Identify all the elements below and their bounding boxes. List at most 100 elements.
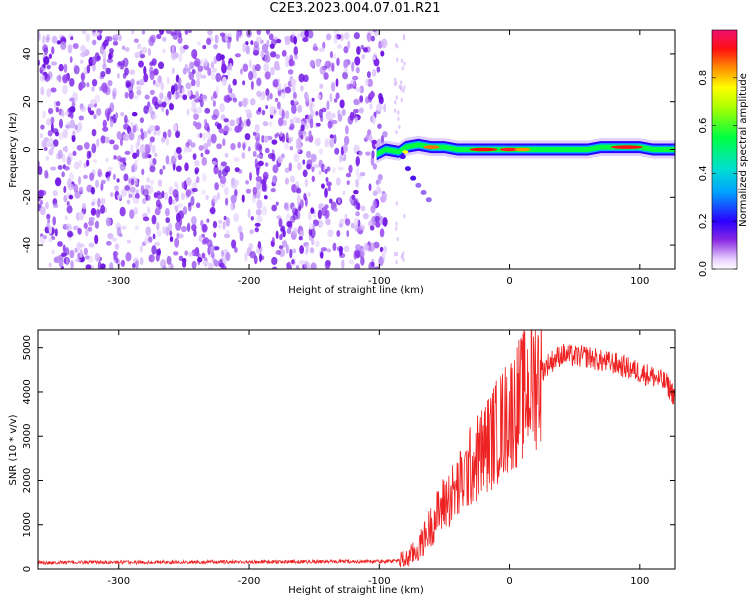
noise-speckle: [307, 211, 312, 221]
noise-speckle: [107, 232, 114, 240]
noise-speckle: [78, 82, 83, 91]
noise-speckle: [88, 220, 95, 226]
noise-speckle: [403, 61, 406, 66]
noise-speckle: [120, 111, 125, 117]
noise-speckle: [64, 215, 68, 221]
noise-speckle: [241, 152, 246, 159]
noise-speckle: [317, 209, 322, 220]
noise-speckle: [186, 89, 192, 97]
noise-speckle: [401, 253, 404, 259]
noise-speckle: [293, 46, 299, 56]
noise-speckle: [128, 90, 134, 100]
noise-speckle: [315, 58, 321, 68]
noise-speckle: [200, 74, 207, 79]
noise-speckle: [145, 226, 152, 236]
noise-speckle: [166, 76, 170, 85]
noise-speckle: [107, 79, 113, 87]
noise-speckle: [181, 87, 185, 95]
noise-speckle: [292, 227, 298, 235]
noise-speckle: [244, 252, 248, 262]
noise-speckle: [142, 188, 149, 197]
noise-speckle: [154, 81, 161, 88]
noise-speckle: [62, 74, 69, 84]
noise-speckle: [254, 141, 259, 152]
noise-speckle: [93, 114, 97, 120]
noise-speckle: [88, 217, 95, 222]
noise-speckle: [210, 95, 215, 101]
noise-speckle: [139, 144, 146, 154]
noise-speckle: [254, 158, 258, 168]
noise-speckle: [395, 259, 398, 265]
noise-speckle: [309, 247, 315, 254]
noise-speckle: [284, 143, 289, 151]
noise-speckle: [393, 251, 397, 257]
noise-speckle: [39, 74, 46, 82]
noise-speckle: [81, 202, 87, 210]
noise-speckle: [191, 94, 196, 99]
noise-speckle: [220, 161, 228, 167]
noise-speckle: [332, 167, 336, 174]
noise-speckle: [264, 71, 271, 80]
noise-speckle: [174, 181, 178, 188]
noise-speckle: [201, 233, 206, 238]
noise-speckle: [353, 198, 358, 206]
noise-speckle: [48, 53, 52, 59]
noise-speckle: [299, 230, 305, 237]
noise-speckle: [330, 81, 336, 92]
noise-speckle: [271, 204, 278, 212]
noise-speckle: [297, 104, 303, 113]
noise-speckle: [304, 178, 309, 188]
noise-speckle: [250, 40, 254, 46]
noise-speckle: [284, 110, 290, 120]
noise-speckle: [139, 79, 145, 86]
noise-speckle: [206, 126, 211, 133]
noise-speckle: [238, 101, 243, 107]
noise-speckle: [325, 260, 332, 267]
noise-speckle: [191, 260, 197, 269]
snr-y-tick-label: 4000: [22, 379, 33, 404]
noise-speckle: [68, 194, 74, 200]
noise-speckle: [154, 152, 158, 158]
noise-speckle: [42, 110, 46, 119]
noise-speckle: [71, 135, 76, 143]
noise-speckle: [229, 62, 233, 72]
noise-speckle: [171, 67, 175, 74]
noise-speckle: [394, 77, 397, 83]
noise-speckle: [48, 237, 53, 243]
noise-speckle: [186, 108, 190, 116]
noise-speckle: [274, 133, 278, 139]
noise-speckle: [107, 170, 112, 176]
noise-speckle: [129, 209, 135, 220]
noise-speckle: [79, 59, 84, 65]
noise-speckle: [275, 201, 279, 206]
noise-speckle: [242, 63, 249, 72]
noise-speckle: [230, 194, 237, 204]
noise-speckle: [81, 30, 87, 35]
noise-speckle: [262, 121, 269, 127]
noise-speckle: [65, 223, 72, 232]
noise-speckle: [189, 61, 195, 70]
noise-speckle: [360, 44, 365, 50]
noise-speckle: [279, 234, 283, 241]
noise-speckle: [370, 156, 375, 166]
noise-speckle: [213, 232, 217, 238]
noise-speckle: [169, 230, 173, 237]
noise-speckle: [333, 207, 338, 212]
noise-speckle: [113, 34, 120, 40]
noise-speckle: [140, 131, 145, 141]
noise-speckle: [213, 164, 219, 175]
noise-speckle: [261, 135, 265, 143]
noise-speckle: [164, 191, 169, 201]
signal-tail: [415, 182, 422, 188]
noise-speckle: [39, 133, 44, 139]
noise-speckle: [195, 106, 203, 114]
noise-speckle: [264, 162, 269, 167]
noise-speckle: [287, 69, 294, 75]
colorbar-tick-label: 0.8: [698, 70, 709, 86]
noise-speckle: [106, 58, 114, 64]
noise-speckle: [149, 70, 155, 81]
noise-speckle: [245, 41, 249, 46]
noise-speckle: [112, 237, 118, 242]
noise-speckle: [309, 222, 313, 231]
noise-speckle: [236, 117, 240, 125]
